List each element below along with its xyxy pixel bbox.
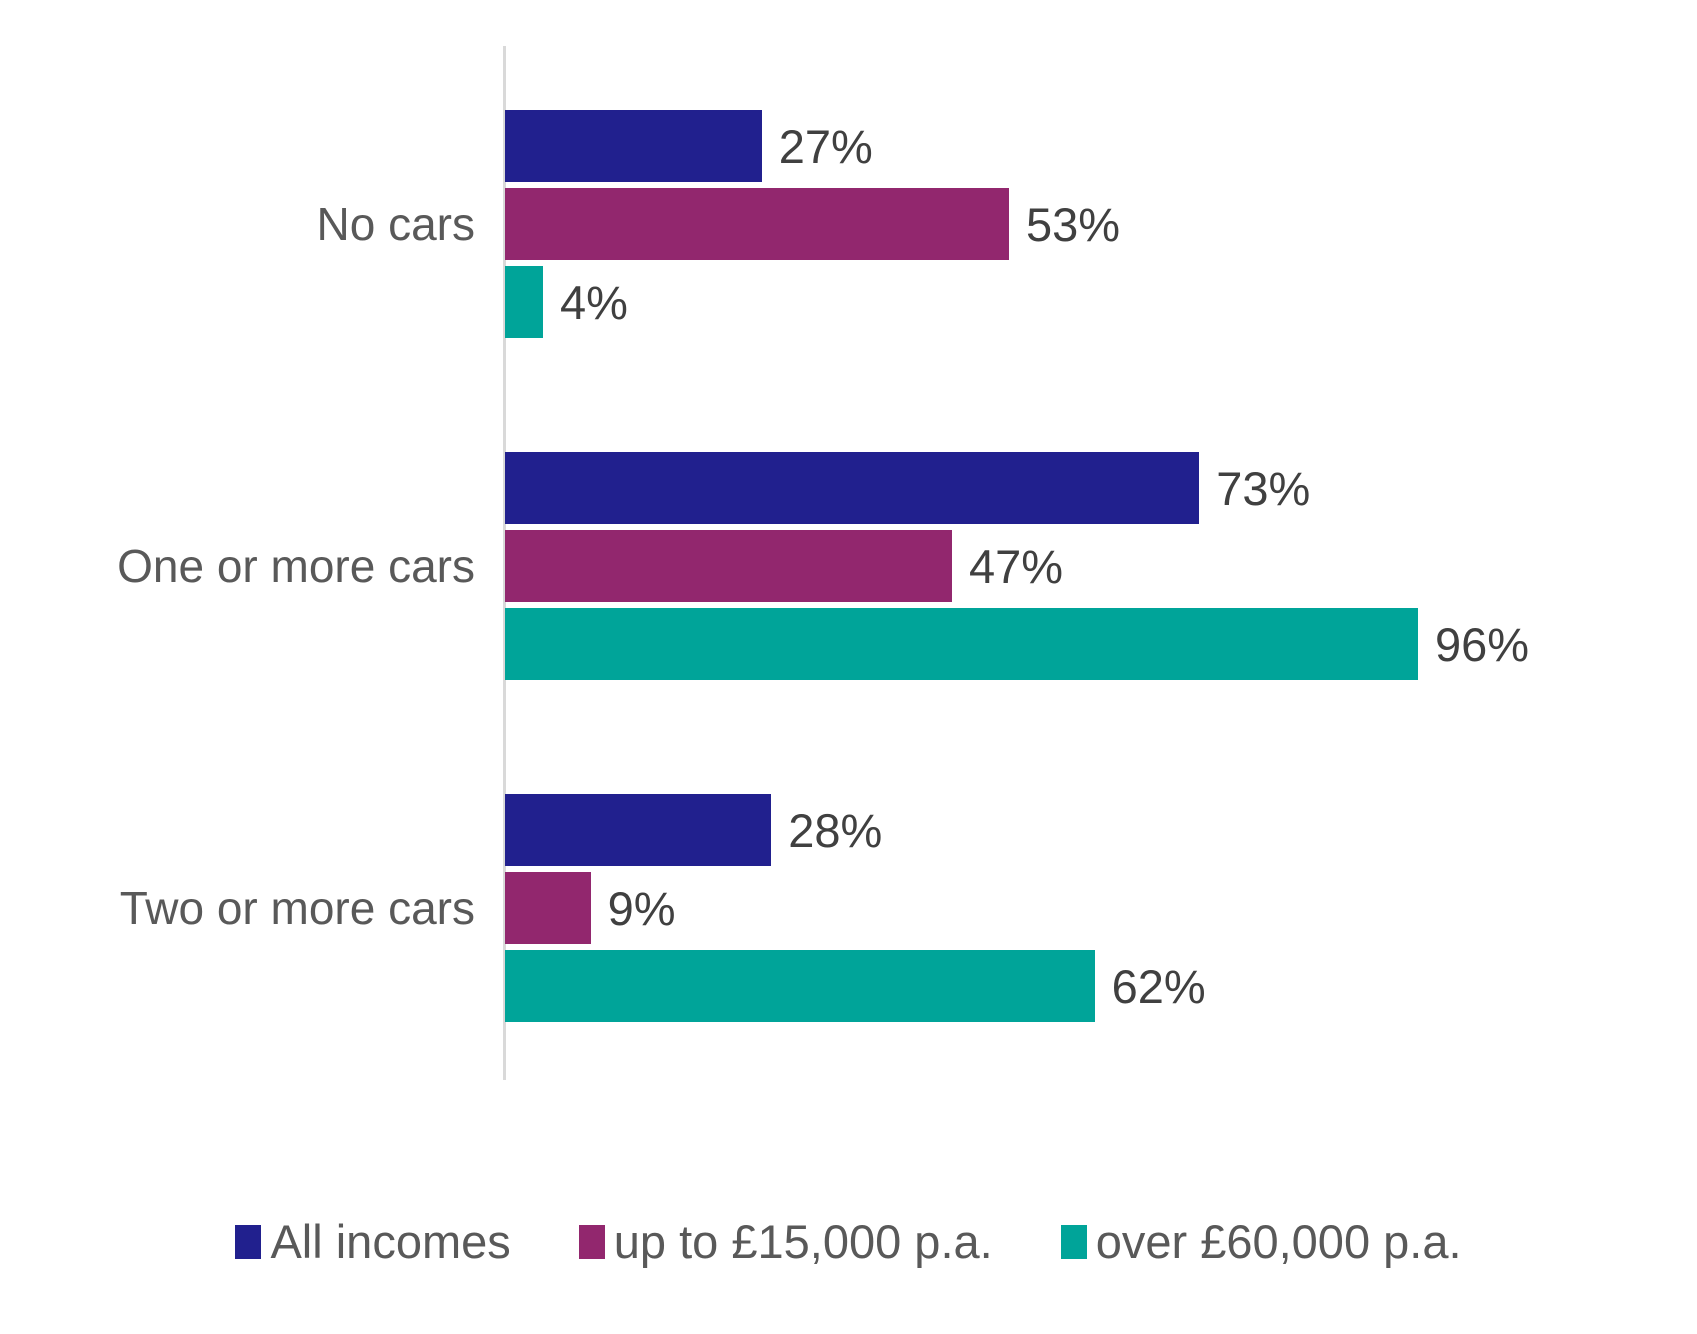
category-label: One or more cars xyxy=(117,540,475,592)
bar-group: No cars 27% 53% 4% xyxy=(0,110,1697,338)
legend-item[interactable]: All incomes xyxy=(235,1215,511,1268)
bar-group: One or more cars 73% 47% 96% xyxy=(0,452,1697,680)
bar-row: 62% xyxy=(505,950,1206,1022)
bar-row: 28% xyxy=(505,794,882,866)
bar-row: 73% xyxy=(505,452,1310,524)
bar[interactable] xyxy=(505,794,772,866)
bar-row: 9% xyxy=(505,872,676,944)
legend-swatch-icon xyxy=(1060,1224,1087,1259)
bar[interactable] xyxy=(505,266,544,338)
bar[interactable] xyxy=(505,950,1095,1022)
legend-item[interactable]: up to £15,000 p.a. xyxy=(578,1215,993,1268)
bar-row: 4% xyxy=(505,266,628,338)
plot-area: No cars 27% 53% 4% One or more cars 73% 47% 96%… xyxy=(0,46,1697,1080)
chart-legend: All incomes up to £15,000 p.a. over £60,00… xyxy=(0,1218,1697,1265)
bar-value-label: 47% xyxy=(968,539,1064,593)
bar[interactable] xyxy=(505,188,1010,260)
legend-swatch-icon xyxy=(578,1224,605,1259)
legend-label: over £60,000 p.a. xyxy=(1095,1215,1462,1268)
legend-swatch-icon xyxy=(235,1224,262,1259)
bar-value-label: 96% xyxy=(1434,617,1530,671)
bar-value-label: 62% xyxy=(1111,959,1206,1013)
bar-group: Two or more cars 28% 9% 62% xyxy=(0,794,1697,1022)
bar[interactable] xyxy=(505,608,1418,680)
bar-value-label: 53% xyxy=(1026,197,1121,251)
category-label: Two or more cars xyxy=(119,882,475,934)
bar-row: 96% xyxy=(505,608,1529,680)
bar-value-label: 28% xyxy=(788,803,883,857)
bar-value-label: 9% xyxy=(607,881,676,935)
category-label: No cars xyxy=(316,198,475,250)
bar[interactable] xyxy=(505,110,762,182)
bar-row: 27% xyxy=(505,110,873,182)
bar-row: 47% xyxy=(505,530,1063,602)
bar[interactable] xyxy=(505,872,591,944)
legend-label: up to £15,000 p.a. xyxy=(613,1215,993,1268)
category-axis-line xyxy=(503,46,506,1080)
bar-value-label: 4% xyxy=(560,275,628,329)
bar-value-label: 27% xyxy=(778,119,873,173)
bar[interactable] xyxy=(505,530,952,602)
bar-value-label: 73% xyxy=(1216,461,1311,515)
legend-item[interactable]: over £60,000 p.a. xyxy=(1060,1215,1462,1268)
bar-row: 53% xyxy=(505,188,1120,260)
legend-label: All incomes xyxy=(270,1215,511,1268)
bar[interactable] xyxy=(505,452,1200,524)
